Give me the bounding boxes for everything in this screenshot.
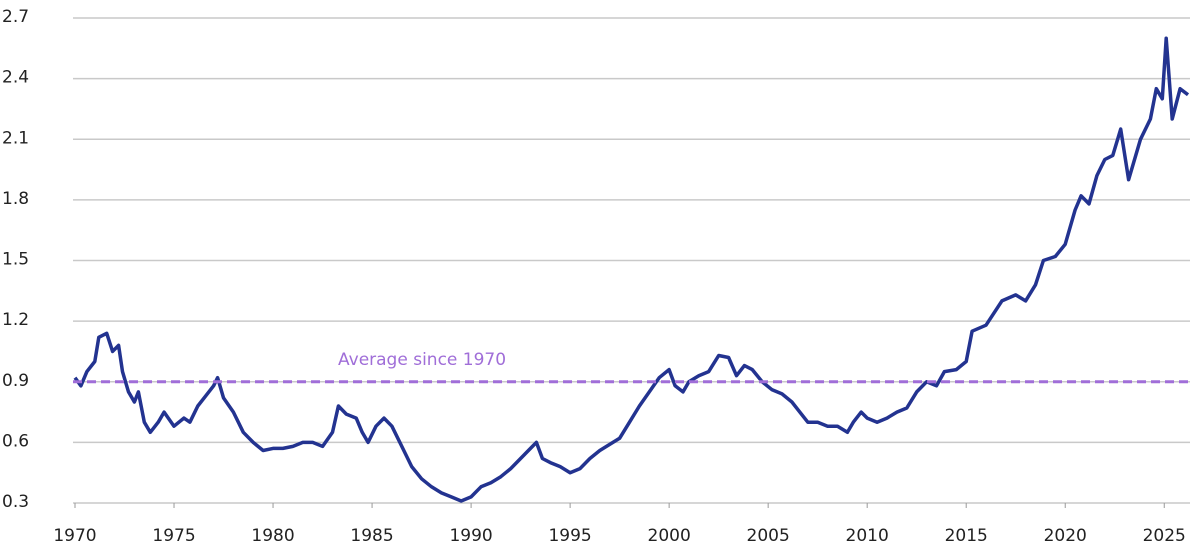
- y-tick-label: 0.3: [2, 492, 29, 512]
- x-tick-label: 2010: [846, 526, 889, 546]
- y-tick-label: 1.5: [2, 250, 29, 270]
- y-tick-label: 1.8: [2, 189, 29, 209]
- y-tick-label: 0.6: [2, 431, 29, 451]
- data-line: [73, 36, 1190, 503]
- x-tick-label: 1980: [251, 526, 294, 546]
- x-tick-label: 1970: [53, 526, 96, 546]
- y-tick-label: 1.2: [2, 310, 29, 330]
- x-tick-label: 2015: [945, 526, 988, 546]
- x-tick-label: 2025: [1143, 526, 1186, 546]
- y-tick-label: 2.4: [2, 68, 29, 88]
- y-tick-label: 2.1: [2, 128, 29, 148]
- x-tick-label: 1985: [350, 526, 393, 546]
- y-tick-label: 0.9: [2, 371, 29, 391]
- x-tick-label: 2000: [648, 526, 691, 546]
- x-tick-label: 1995: [548, 526, 591, 546]
- y-tick-label: 2.7: [2, 7, 29, 27]
- x-tick-label: 1990: [449, 526, 492, 546]
- x-tick-label: 2005: [747, 526, 790, 546]
- average-label: Average since 1970: [338, 350, 506, 370]
- x-tick-label: 1975: [152, 526, 195, 546]
- x-tick-label: 2020: [1044, 526, 1087, 546]
